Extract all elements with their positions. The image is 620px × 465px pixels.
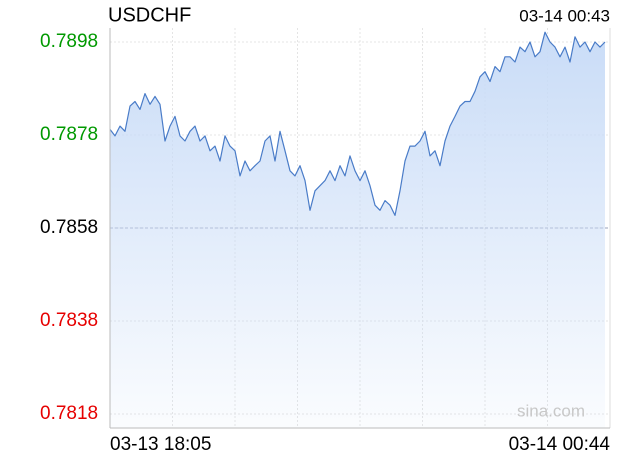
y-tick-label: 0.7898 (40, 31, 98, 52)
chart-title: USDCHF (108, 4, 191, 26)
timestamp: 03-14 00:43 (519, 6, 610, 25)
price-line (109, 31, 606, 216)
x-tick-label: 03-14 00:44 (509, 434, 611, 455)
y-tick-label: 0.7818 (40, 403, 98, 424)
y-tick-label: 0.7878 (40, 124, 98, 145)
area-fill (110, 32, 605, 428)
watermark: sina.com (517, 401, 585, 420)
x-tick-label: 03-13 18:05 (110, 434, 211, 455)
y-tick-label: 0.7858 (40, 217, 98, 238)
y-tick-label: 0.7838 (40, 310, 98, 331)
